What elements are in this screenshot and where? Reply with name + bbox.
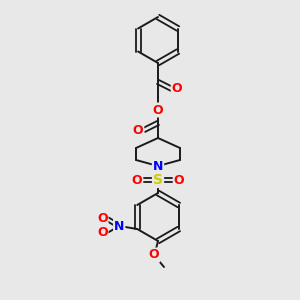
Text: O: O bbox=[132, 173, 142, 187]
Text: N: N bbox=[114, 220, 124, 232]
Text: O: O bbox=[97, 226, 107, 239]
Text: O: O bbox=[172, 82, 182, 95]
Text: O: O bbox=[97, 212, 107, 226]
Text: S: S bbox=[153, 173, 163, 187]
Text: N: N bbox=[153, 160, 163, 172]
Text: O: O bbox=[174, 173, 184, 187]
Text: O: O bbox=[153, 103, 163, 116]
Text: O: O bbox=[133, 124, 143, 136]
Text: O: O bbox=[149, 248, 159, 262]
